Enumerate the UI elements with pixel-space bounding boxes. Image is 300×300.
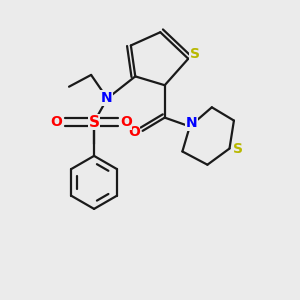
Text: S: S [233, 142, 243, 155]
Text: N: N [101, 91, 112, 105]
Text: O: O [128, 125, 140, 139]
Text: N: N [185, 116, 197, 130]
Text: O: O [50, 115, 62, 129]
Text: S: S [190, 47, 200, 61]
Text: O: O [120, 115, 132, 129]
Text: S: S [88, 115, 100, 130]
